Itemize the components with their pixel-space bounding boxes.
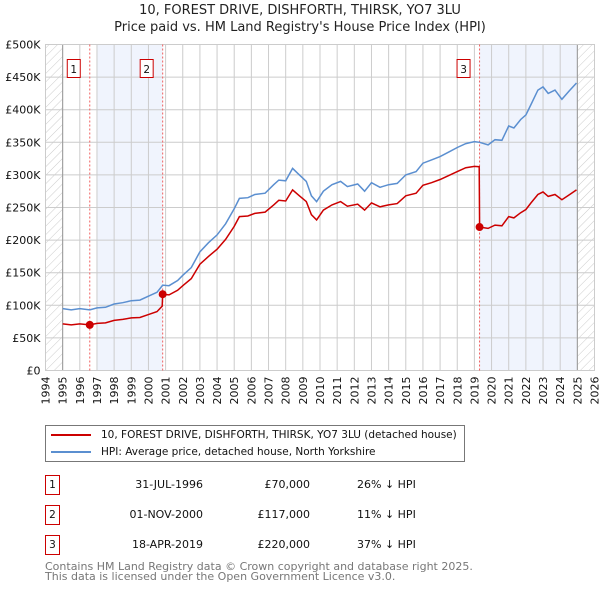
x-tick-label: 1996 xyxy=(74,377,87,405)
legend: 10, FOREST DRIVE, DISHFORTH, THIRSK, YO7… xyxy=(45,425,465,462)
x-tick-label: 2010 xyxy=(314,377,327,405)
transaction-hpi-diff: 11% ↓ HPI xyxy=(357,508,416,521)
sale-label: 2 xyxy=(143,64,150,76)
footer-copyright: Contains HM Land Registry data © Crown c… xyxy=(45,560,473,573)
sale-label: 1 xyxy=(70,64,77,76)
x-tick-label: 2013 xyxy=(365,377,378,405)
sale-point xyxy=(85,320,94,329)
x-tick-label: 2014 xyxy=(383,377,396,405)
property-series-line xyxy=(62,165,577,326)
x-tick-label: 2005 xyxy=(228,377,241,405)
transaction-price: £220,000 xyxy=(257,538,311,551)
x-tick-label: 2003 xyxy=(194,377,207,405)
y-tick-label: £200K xyxy=(5,234,41,247)
x-tick-label: 2008 xyxy=(280,377,293,405)
y-tick-label: £400K xyxy=(5,104,41,117)
legend-swatch-red xyxy=(51,434,91,436)
y-tick-label: £100K xyxy=(5,299,41,312)
transaction-number: 3 xyxy=(45,535,60,555)
x-tick-label: 2020 xyxy=(486,377,499,405)
x-tick-label: 2015 xyxy=(400,377,413,405)
sale-label-box xyxy=(66,59,81,78)
x-tick-label: 2023 xyxy=(537,377,550,405)
x-tick-label: 2009 xyxy=(297,377,310,405)
y-tick-label: £50K xyxy=(12,332,41,345)
transaction-number: 2 xyxy=(45,505,60,525)
transaction-hpi-diff: 26% ↓ HPI xyxy=(357,478,416,491)
legend-label: 10, FOREST DRIVE, DISHFORTH, THIRSK, YO7… xyxy=(101,429,457,441)
y-tick-label: £150K xyxy=(5,267,41,280)
x-tick-label: 2001 xyxy=(160,377,173,405)
x-tick-label: 2000 xyxy=(142,377,155,405)
x-tick-label: 2026 xyxy=(589,377,600,405)
transaction-date: 18-APR-2019 xyxy=(131,538,203,551)
y-tick-label: £500K xyxy=(5,39,41,52)
y-tick-label: £0 xyxy=(27,365,41,378)
transaction-hpi-diff: 37% ↓ HPI xyxy=(357,538,416,551)
plot-border xyxy=(45,44,595,371)
sale-label-box xyxy=(139,59,154,78)
hpi-series-line xyxy=(62,82,578,311)
x-tick-label: 1998 xyxy=(108,377,121,405)
footer-licence: This data is licensed under the Open Gov… xyxy=(45,570,396,583)
transaction-date: 31-JUL-1996 xyxy=(135,478,203,491)
x-tick-label: 1997 xyxy=(91,377,104,405)
x-tick-label: 2002 xyxy=(177,377,190,405)
y-tick-label: £300K xyxy=(5,169,41,182)
sale-label-box xyxy=(456,59,471,78)
x-tick-label: 2006 xyxy=(245,377,258,405)
x-tick-label: 2024 xyxy=(554,377,567,405)
x-tick-label: 2012 xyxy=(348,377,361,405)
x-tick-label: 2007 xyxy=(263,377,276,405)
chart-title: 10, FOREST DRIVE, DISHFORTH, THIRSK, YO7… xyxy=(139,3,461,18)
chart-subtitle: Price paid vs. HM Land Registry's House … xyxy=(114,20,486,35)
transaction-number: 1 xyxy=(45,475,60,495)
legend-item-property: 10, FOREST DRIVE, DISHFORTH, THIRSK, YO7… xyxy=(51,427,457,443)
x-tick-label: 2011 xyxy=(331,377,344,405)
x-tick-label: 2021 xyxy=(503,377,516,405)
x-tick-label: 1999 xyxy=(125,377,138,405)
x-tick-label: 2019 xyxy=(468,377,481,405)
transaction-date: 01-NOV-2000 xyxy=(129,508,203,521)
transaction-price: £117,000 xyxy=(257,508,311,521)
price-chart: 1994 1995 1996 1997 1998 1999 2000 2001 2002 2003… xyxy=(5,39,600,405)
legend-item-hpi: HPI: Average price, detached house, Nort… xyxy=(51,444,376,460)
sale-label: 3 xyxy=(460,64,467,76)
sale-point xyxy=(158,290,167,299)
y-tick-label: £350K xyxy=(5,136,41,149)
x-tick-label: 2004 xyxy=(211,377,224,405)
y-tick-label: £250K xyxy=(5,202,41,215)
x-tick-label: 2016 xyxy=(417,377,430,405)
legend-swatch-blue xyxy=(51,451,91,453)
transaction-price: £70,000 xyxy=(264,478,311,491)
x-tick-label: 2018 xyxy=(451,377,464,405)
x-tick-label: 2017 xyxy=(434,377,447,405)
x-tick-label: 1995 xyxy=(57,377,70,405)
sale-point xyxy=(475,223,484,232)
legend-label: HPI: Average price, detached house, Nort… xyxy=(101,446,376,458)
y-tick-label: £450K xyxy=(5,71,41,84)
x-tick-label: 2025 xyxy=(571,377,584,405)
x-tick-label: 2022 xyxy=(520,377,533,405)
x-tick-label: 1994 xyxy=(40,377,53,405)
